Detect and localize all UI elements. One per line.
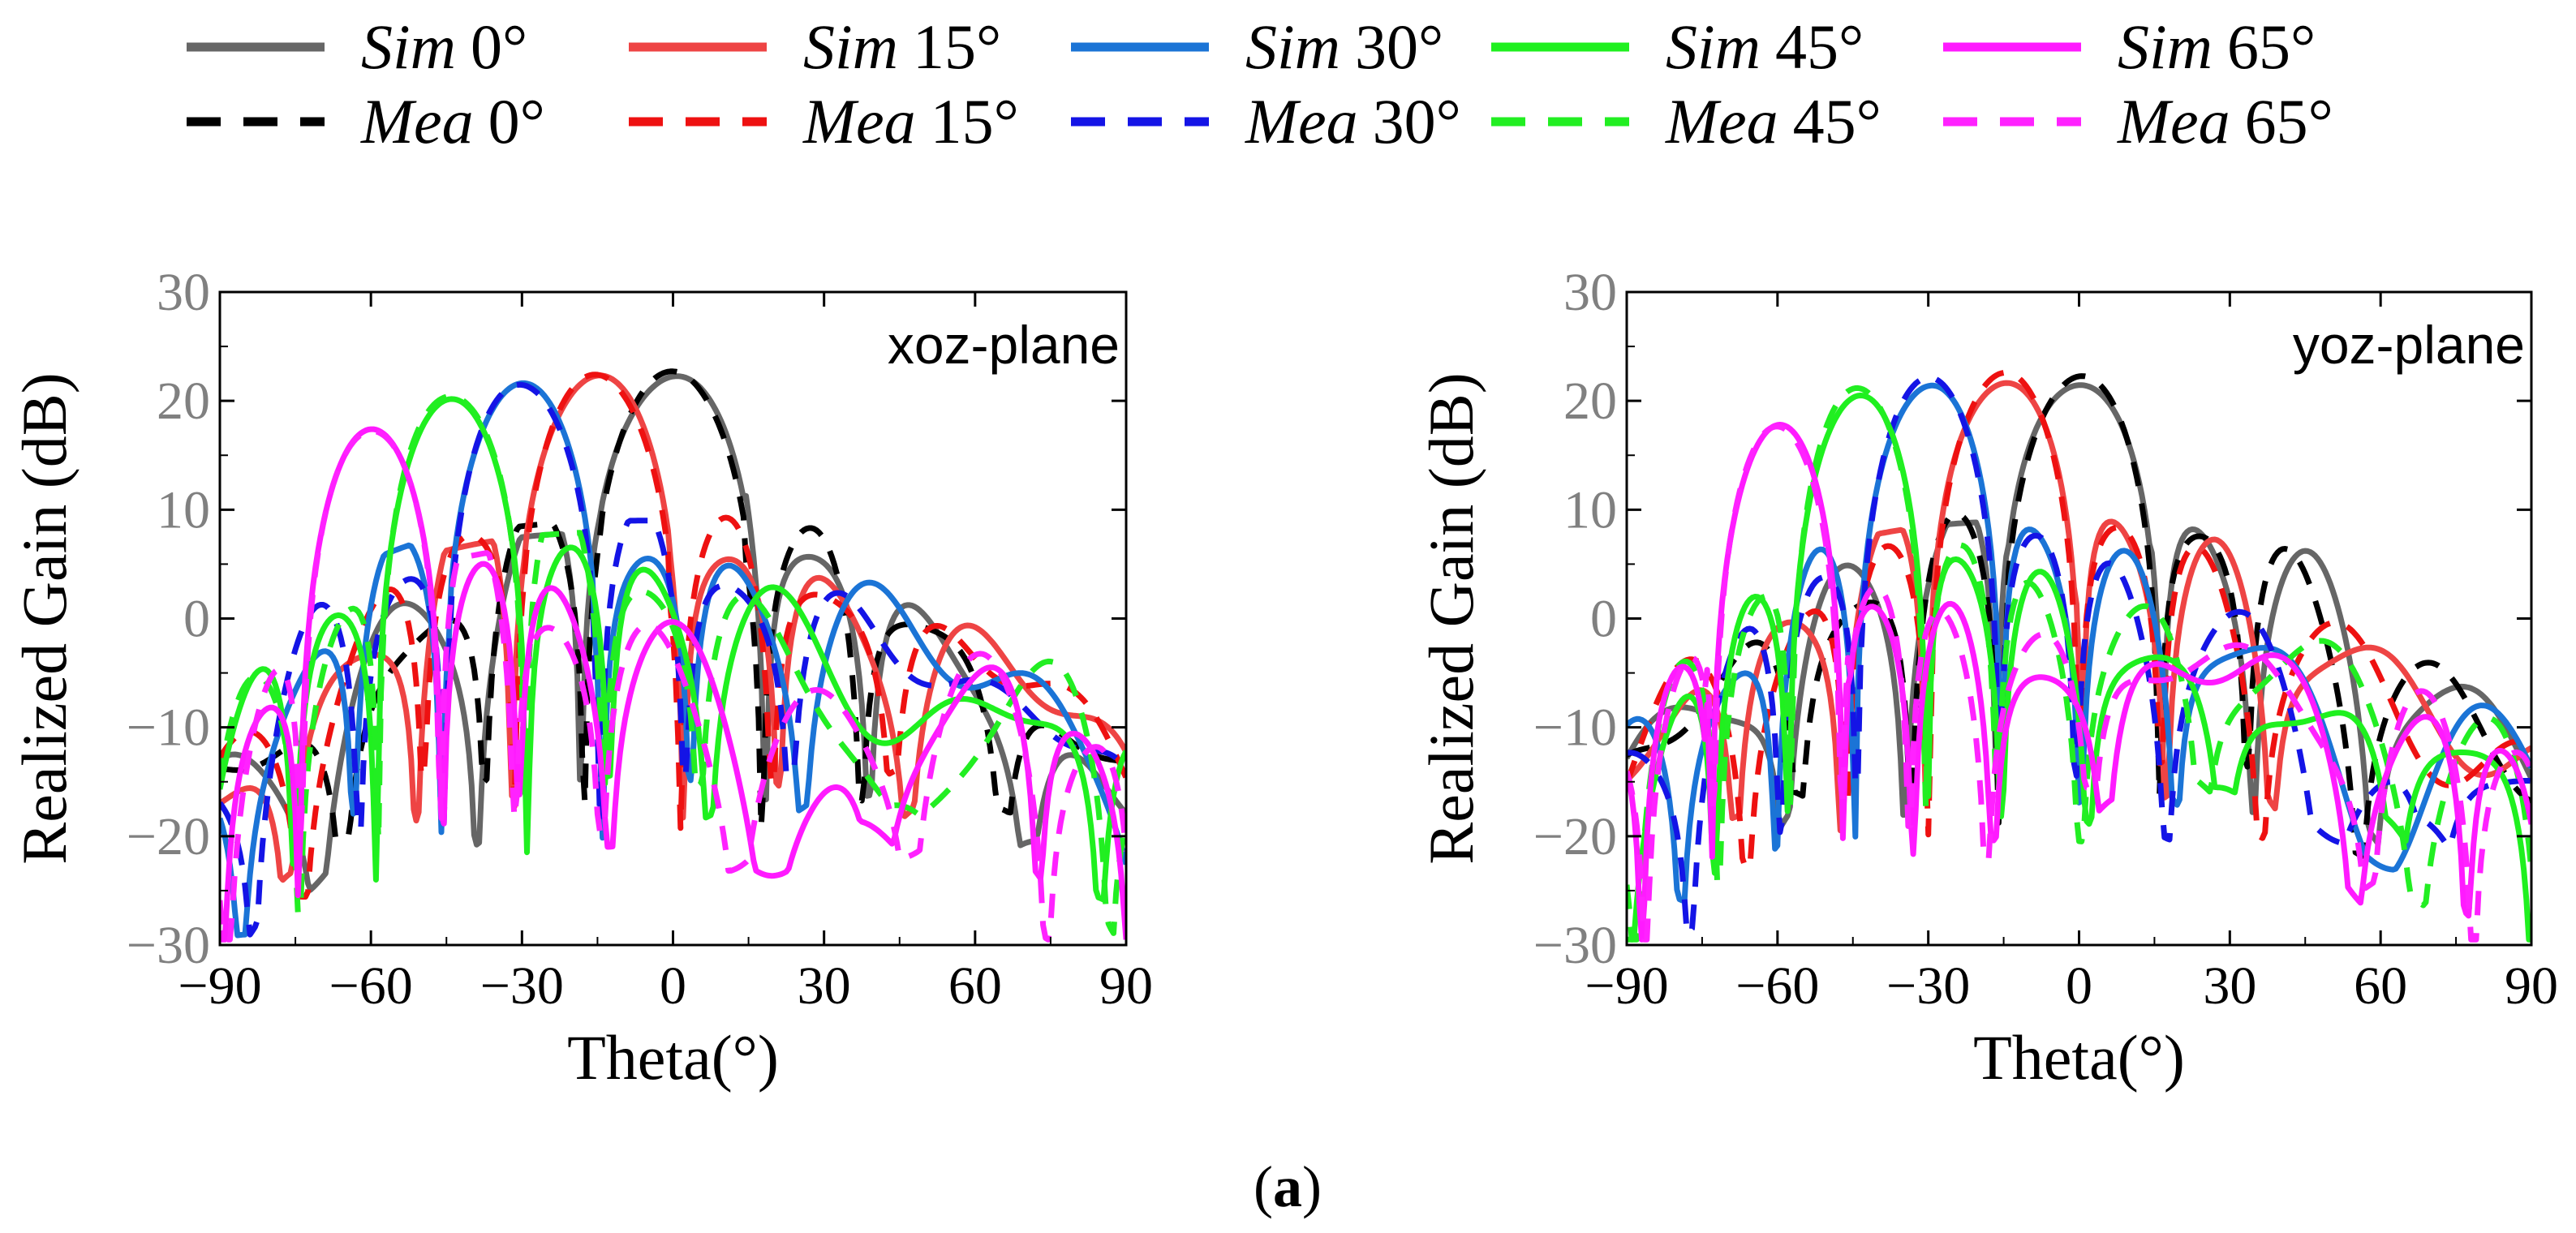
legend-label-1: Sim 15° bbox=[803, 11, 1001, 82]
y-tick-label: −30 bbox=[1533, 916, 1617, 975]
figure-caption: (a) bbox=[1254, 1154, 1322, 1219]
series-sim65 bbox=[220, 426, 1126, 943]
legend-label-3: Sim 45° bbox=[1666, 11, 1864, 82]
y-tick-label: −20 bbox=[1533, 807, 1617, 866]
legend-label-2: Sim 30° bbox=[1245, 11, 1443, 82]
series-sim30 bbox=[1627, 382, 2531, 904]
x-tick-label: −90 bbox=[1585, 956, 1668, 1016]
x-tick-label: 60 bbox=[2354, 956, 2407, 1016]
y-tick-label: 10 bbox=[1563, 480, 1617, 539]
x-tick-label: −60 bbox=[329, 956, 413, 1016]
chart-xoz-plane: −90 −60 −30 0 30 60 90 −30 −20 −10 0 10 20 30 Theta(°)… bbox=[9, 263, 1153, 1093]
plot-area bbox=[220, 368, 1126, 943]
x-tick-label: 30 bbox=[2203, 956, 2256, 1016]
series-sim0 bbox=[220, 373, 1126, 893]
series-mea45 bbox=[220, 393, 1126, 936]
x-tick-label: −90 bbox=[178, 956, 261, 1016]
y-axis-title: Realized Gain (dB) bbox=[9, 372, 80, 864]
x-tick-label: 0 bbox=[660, 956, 686, 1016]
legend-label-7: Mea 30° bbox=[1245, 86, 1461, 157]
plane-label: xoz-plane bbox=[888, 315, 1120, 375]
x-tick-label: 0 bbox=[2066, 956, 2092, 1016]
x-axis-title: Theta(°) bbox=[567, 1022, 779, 1093]
series-mea65 bbox=[220, 427, 1126, 943]
y-tick-label: 0 bbox=[183, 590, 210, 649]
y-tick-label: −10 bbox=[1533, 698, 1617, 758]
y-tick-label: −10 bbox=[127, 698, 210, 758]
chart-yoz-plane: −90 −60 −30 0 30 60 90 −30 −20 −10 0 10 20 30 Theta(°)… bbox=[1416, 263, 2558, 1093]
plot-area bbox=[1627, 369, 2531, 943]
plane-label: yoz-plane bbox=[2293, 315, 2525, 375]
x-tick-label: 90 bbox=[1099, 956, 1153, 1016]
y-tick-label: 20 bbox=[157, 372, 210, 431]
x-axis-title: Theta(°) bbox=[1973, 1022, 2185, 1093]
y-tick-label: 10 bbox=[157, 480, 210, 539]
series-sim30 bbox=[220, 380, 1126, 939]
y-tick-label: 30 bbox=[157, 263, 210, 322]
x-tick-label: 30 bbox=[798, 956, 851, 1016]
y-tick-label: 30 bbox=[1563, 263, 1617, 322]
x-tick-label: −60 bbox=[1735, 956, 1819, 1016]
legend: Sim 0° Sim 15° Sim 30° Sim 45° Sim 65° Mea 0° Mea 15°… bbox=[187, 11, 2333, 157]
y-tick-label: 20 bbox=[1563, 372, 1617, 431]
y-tick-label: 0 bbox=[1590, 590, 1617, 649]
legend-label-0: Sim 0° bbox=[361, 11, 527, 82]
x-tick-label: 60 bbox=[948, 956, 1002, 1016]
y-tick-label: −20 bbox=[127, 807, 210, 866]
series-mea45 bbox=[1627, 385, 2531, 943]
y-tick-label: −30 bbox=[127, 916, 210, 975]
legend-label-6: Mea 15° bbox=[802, 86, 1019, 157]
series-sim45 bbox=[220, 396, 1126, 903]
x-tick-label: −30 bbox=[1886, 956, 1970, 1016]
y-axis-title: Realized Gain (dB) bbox=[1416, 372, 1486, 864]
series-mea65 bbox=[1627, 423, 2531, 943]
series-mea0 bbox=[220, 368, 1126, 842]
x-tick-label: −30 bbox=[480, 956, 564, 1016]
legend-label-4: Sim 65° bbox=[2118, 11, 2316, 82]
legend-label-8: Mea 45° bbox=[1665, 86, 1881, 157]
x-tick-label: 90 bbox=[2505, 956, 2558, 1016]
legend-label-5: Mea 0° bbox=[360, 86, 545, 157]
legend-label-9: Mea 65° bbox=[2117, 86, 2333, 157]
